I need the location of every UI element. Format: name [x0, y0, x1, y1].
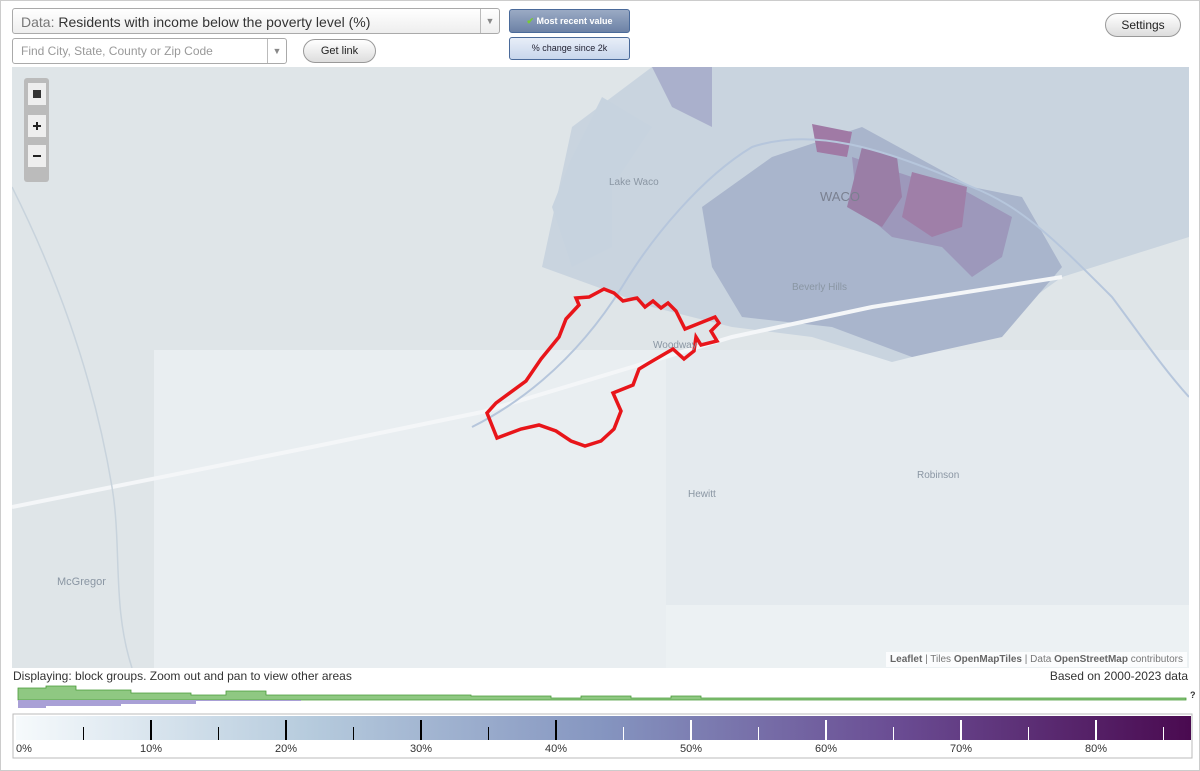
attr-sep: |: [1024, 654, 1028, 665]
attr-text: Tiles: [930, 654, 952, 665]
legend-label: 30%: [410, 743, 432, 755]
attr-link[interactable]: OpenMapTiles: [953, 654, 1022, 665]
place-label: WACO: [820, 189, 860, 204]
data-label: Data:: [21, 14, 55, 30]
river: [12, 186, 133, 668]
legend-label: 10%: [140, 743, 162, 755]
place-label: Hewitt: [688, 489, 716, 500]
tile-area: [666, 350, 1189, 605]
attr-text: contributors: [1130, 654, 1183, 665]
attr-link[interactable]: OpenStreetMap: [1054, 654, 1128, 665]
most-recent-label: Most recent value: [536, 16, 613, 26]
histogram-shape: [18, 700, 301, 708]
lake: [552, 97, 652, 267]
displaying-note: Displaying: block groups. Zoom out and p…: [13, 669, 352, 683]
change-toggle[interactable]: % change since 2k: [509, 37, 630, 60]
select-arrow: ▼: [480, 9, 499, 33]
zoom-in-icon: [33, 122, 41, 130]
legend-label: 40%: [545, 743, 567, 755]
check-icon: ✔: [526, 16, 534, 26]
region-shade: [847, 147, 902, 227]
based-on-note: Based on 2000-2023 data: [1049, 669, 1188, 683]
attr-link[interactable]: Leaflet: [890, 654, 923, 665]
most-recent-toggle[interactable]: ✔ Most recent value: [509, 9, 630, 33]
search-box[interactable]: Find City, State, County or Zip Code ▼: [12, 38, 287, 64]
legend: ? 0% 10% 20% 30% 40% 50% 60% 70% 80%: [12, 685, 1196, 759]
help-mark[interactable]: ?: [1190, 690, 1196, 700]
region-shade: [902, 172, 967, 237]
tile-area: [154, 350, 666, 668]
place-label: Lake Waco: [609, 177, 659, 188]
search-arrow: ▼: [267, 39, 286, 63]
data-select[interactable]: Data: Residents with income below the po…: [12, 8, 500, 34]
river: [471, 138, 1189, 428]
map[interactable]: Lake Waco WACO Beverly Hills Woodway Hew…: [12, 67, 1189, 668]
attr-sep: |: [925, 654, 928, 665]
place-label: Woodway: [653, 340, 697, 351]
place-label: McGregor: [57, 576, 106, 588]
legend-label: 60%: [815, 743, 837, 755]
place-label: Beverly Hills: [792, 282, 847, 293]
legend-label: 20%: [275, 743, 297, 755]
settings-button[interactable]: Settings: [1105, 13, 1181, 37]
legend-label: 50%: [680, 743, 702, 755]
legend-label: 70%: [950, 743, 972, 755]
color-scale: [16, 716, 1191, 740]
selected-area-outline[interactable]: [484, 287, 722, 448]
road: [12, 275, 1063, 509]
search-placeholder: Find City, State, County or Zip Code: [21, 44, 213, 58]
region-shade: [652, 67, 712, 127]
fullscreen-icon: [33, 90, 41, 98]
data-value: Residents with income below the poverty …: [58, 14, 371, 30]
get-link-button[interactable]: Get link: [303, 39, 376, 63]
attr-text: Data: [1030, 654, 1052, 665]
legend-label: 0%: [16, 743, 32, 755]
legend-label: 80%: [1085, 743, 1107, 755]
histogram-shape: [17, 685, 1187, 701]
region-shade: [702, 127, 1062, 357]
attribution: Leaflet | Tiles OpenMapTiles | Data Open…: [886, 652, 1187, 667]
place-label: Robinson: [917, 470, 959, 481]
